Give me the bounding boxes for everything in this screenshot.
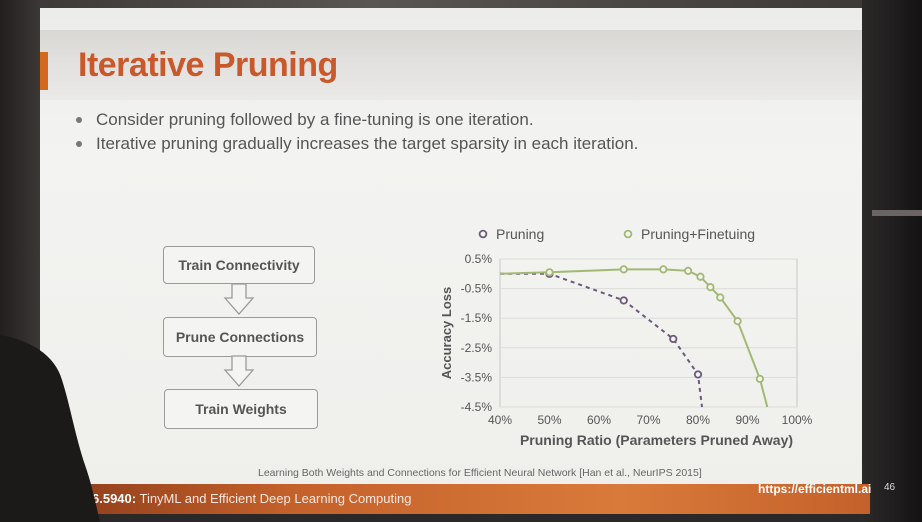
series-line-pruning-finetuing — [499, 268, 769, 408]
x-tick-label: 70% — [636, 413, 660, 427]
y-tick-label: -4.5% — [461, 400, 493, 414]
bullet-dot-icon — [76, 141, 82, 147]
series-line-pruning — [500, 272, 703, 408]
screen-right-edge — [862, 0, 922, 522]
x-tick-label: 100% — [782, 413, 813, 427]
plot-area — [499, 258, 798, 408]
bullet-text: Iterative pruning gradually increases th… — [96, 134, 639, 153]
x-tick-label: 40% — [488, 413, 512, 427]
slide-title-band — [40, 30, 870, 100]
bullet-dot-icon — [76, 117, 82, 123]
flow-step-prune-connections: Prune Connections — [163, 317, 317, 357]
course-name: TinyML and Efficient Deep Learning Compu… — [139, 491, 412, 506]
bullet-list: Consider pruning followed by a fine-tuni… — [76, 108, 638, 156]
legend-label: Pruning+Finetuing — [641, 226, 755, 242]
data-point — [683, 266, 693, 275]
y-tick-label: 0.5% — [465, 252, 493, 266]
footer-bar — [40, 484, 870, 514]
y-tick-label: -0.5% — [461, 282, 493, 296]
wall-detail — [872, 210, 922, 216]
presenter-silhouette — [0, 335, 100, 522]
legend-marker-icon — [478, 229, 488, 239]
data-point — [693, 370, 703, 379]
flow-step-train-connectivity: Train Connectivity — [163, 246, 315, 284]
data-point — [619, 296, 628, 305]
down-arrow-icon — [223, 355, 255, 387]
data-point — [733, 317, 742, 326]
bullet-text: Consider pruning followed by a fine-tuni… — [96, 110, 534, 129]
footer-course: MIT 6.5940: TinyML and Efficient Deep Le… — [66, 491, 411, 506]
y-tick-label: -1.5% — [461, 311, 493, 325]
data-point — [755, 374, 764, 383]
data-point — [619, 265, 628, 274]
title-accent-bar — [40, 52, 48, 90]
legend-marker-icon — [623, 229, 633, 239]
y-axis-label: Accuracy Loss — [439, 287, 454, 380]
flow-step-train-weights: Train Weights — [164, 389, 318, 429]
x-tick-label: 60% — [587, 413, 611, 427]
data-point — [659, 265, 668, 274]
citation: Learning Both Weights and Connections fo… — [258, 467, 702, 479]
slide-title: Iterative Pruning — [78, 46, 338, 84]
x-tick-label: 80% — [686, 413, 710, 427]
page-number: 46 — [884, 482, 896, 493]
y-tick-label: -3.5% — [461, 370, 493, 384]
data-point — [669, 334, 678, 344]
data-point — [706, 283, 715, 292]
data-point — [545, 268, 554, 277]
data-point — [716, 293, 725, 302]
x-tick-label: 90% — [735, 413, 759, 427]
y-tick-label: -2.5% — [461, 341, 493, 355]
x-axis-label: Pruning Ratio (Parameters Pruned Away) — [520, 432, 793, 448]
legend-label: Pruning — [496, 226, 544, 242]
bullet-item: Consider pruning followed by a fine-tuni… — [76, 108, 638, 132]
data-point — [696, 272, 705, 281]
down-arrow-icon — [223, 283, 255, 315]
x-tick-label: 50% — [537, 413, 561, 427]
bullet-item: Iterative pruning gradually increases th… — [76, 132, 638, 156]
footer-url[interactable]: https://efficientml.ai — [758, 482, 872, 496]
